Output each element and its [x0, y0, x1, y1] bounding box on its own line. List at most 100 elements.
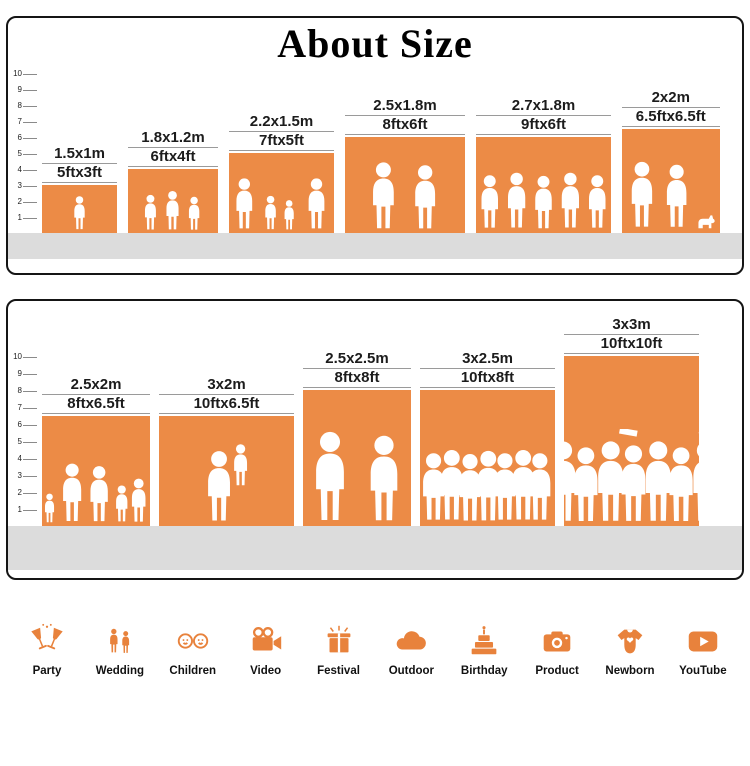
scale-tick: 1 — [12, 506, 37, 514]
size-label-ft: 5ftx3ft — [42, 164, 117, 183]
play-button-icon — [684, 622, 722, 660]
size-chart-bottom: 10 9 8 7 6 5 4 3 2 1 2.5x2m 8ftx6.5ft 3x… — [8, 311, 742, 526]
scale-tick: 5 — [12, 150, 37, 158]
size-label-ft: 8ftx6.5ft — [42, 395, 150, 414]
category-label: Video — [250, 665, 281, 677]
scale-number: 10 — [12, 353, 22, 361]
backdrop-block — [564, 356, 699, 526]
size-panel-top: About Size 10 9 8 7 6 5 4 3 2 1 1.5x1m 5… — [6, 16, 744, 275]
people-silhouette — [229, 173, 334, 231]
tick-line — [23, 218, 37, 219]
tick-line — [23, 170, 37, 171]
scale-number: 1 — [12, 214, 22, 222]
scale-tick: 8 — [12, 387, 37, 395]
scale-tick: 1 — [12, 214, 37, 222]
category-footer: Party Wedding Children Video Festival — [0, 622, 750, 677]
size-label-ft: 6ftx4ft — [128, 148, 218, 167]
people-silhouette — [303, 426, 411, 524]
tick-line — [23, 493, 37, 494]
scale-tick: 9 — [12, 370, 37, 378]
tick-line — [23, 106, 37, 107]
scale-tick: 4 — [12, 455, 37, 463]
size-option-6p5x6p5: 2x2m 6.5ftx6.5ft — [622, 89, 720, 233]
floor-strip — [8, 233, 742, 259]
size-label-ft: 9ftx6ft — [476, 116, 611, 135]
category-label: Wedding — [96, 665, 144, 677]
size-label-m: 1.8x1.2m — [128, 129, 218, 148]
tick-line — [23, 357, 37, 358]
category-label: Birthday — [461, 665, 508, 677]
backdrop-block — [128, 169, 218, 233]
size-label-m: 2.5x2.5m — [303, 350, 411, 369]
scale-tick: 10 — [12, 353, 37, 361]
scale-tick: 4 — [12, 166, 37, 174]
scale-number: 2 — [12, 198, 22, 206]
size-label-ft: 10ftx10ft — [564, 335, 699, 354]
size-label-ft: 10ftx6.5ft — [159, 395, 294, 414]
size-option-6x4: 1.8x1.2m 6ftx4ft — [128, 129, 218, 233]
size-option-8x8: 2.5x2.5m 8ftx8ft — [303, 350, 411, 526]
size-label-m: 2.7x1.8m — [476, 97, 611, 116]
category-product: Product — [524, 622, 590, 677]
people-silhouette — [42, 196, 117, 231]
crowd-silhouette — [420, 448, 555, 524]
backdrop-block — [622, 129, 720, 233]
size-option-7x5: 2.2x1.5m 7ftx5ft — [229, 113, 334, 233]
birthday-cake-icon — [465, 622, 503, 660]
cloud-icon — [392, 622, 430, 660]
backdrop-block — [345, 137, 465, 233]
size-items-row: 2.5x2m 8ftx6.5ft 3x2m 10ftx6.5ft 2.5x2.5… — [42, 316, 699, 526]
size-label-m: 2x2m — [622, 89, 720, 108]
backdrop-block — [159, 416, 294, 527]
size-option-5x3: 1.5x1m 5ftx3ft — [42, 145, 117, 233]
backdrop-block — [420, 390, 555, 526]
scale-number: 7 — [12, 118, 22, 126]
scale-tick: 6 — [12, 421, 37, 429]
tick-line — [23, 374, 37, 375]
scale-number: 3 — [12, 472, 22, 480]
tick-line — [23, 510, 37, 511]
backdrop-block — [229, 153, 334, 233]
tick-line — [23, 459, 37, 460]
scale-tick: 2 — [12, 489, 37, 497]
size-option-8x6p5: 2.5x2m 8ftx6.5ft — [42, 376, 150, 527]
category-video: Video — [233, 622, 299, 677]
size-label-ft: 8ftx6ft — [345, 116, 465, 135]
category-youtube: YouTube — [670, 622, 736, 677]
people-silhouette — [159, 444, 294, 524]
category-festival: Festival — [306, 622, 372, 677]
size-label-m: 1.5x1m — [42, 145, 117, 164]
category-birthday: Birthday — [451, 622, 517, 677]
size-label-m: 3x2.5m — [420, 350, 555, 369]
page-title: About Size — [8, 20, 742, 67]
children-faces-icon — [174, 622, 212, 660]
scale-number: 8 — [12, 102, 22, 110]
scale-tick: 7 — [12, 118, 37, 126]
size-label-m: 2.5x2m — [42, 376, 150, 395]
scale-tick: 5 — [12, 438, 37, 446]
size-label-ft: 8ftx8ft — [303, 369, 411, 388]
scale-number: 9 — [12, 86, 22, 94]
size-label-m: 2.5x1.8m — [345, 97, 465, 116]
backdrop-block — [476, 137, 611, 233]
graduates-silhouette — [564, 429, 699, 524]
scale-number: 6 — [12, 134, 22, 142]
scale-number: 4 — [12, 455, 22, 463]
scale-tick: 2 — [12, 198, 37, 206]
people-silhouette — [128, 185, 218, 231]
people-silhouette — [42, 444, 150, 524]
size-option-10x10: 3x3m 10ftx10ft — [564, 316, 699, 526]
size-option-10x6p5: 3x2m 10ftx6.5ft — [159, 376, 294, 527]
tick-line — [23, 408, 37, 409]
size-label-m: 3x3m — [564, 316, 699, 335]
category-label: Festival — [317, 665, 360, 677]
tick-line — [23, 476, 37, 477]
tick-line — [23, 122, 37, 123]
size-option-10x8: 3x2.5m 10ftx8ft — [420, 350, 555, 526]
tick-line — [23, 74, 37, 75]
category-label: Children — [169, 665, 216, 677]
floor-strip — [8, 526, 742, 570]
scale-number: 3 — [12, 182, 22, 190]
scale-number: 5 — [12, 438, 22, 446]
category-children: Children — [160, 622, 226, 677]
